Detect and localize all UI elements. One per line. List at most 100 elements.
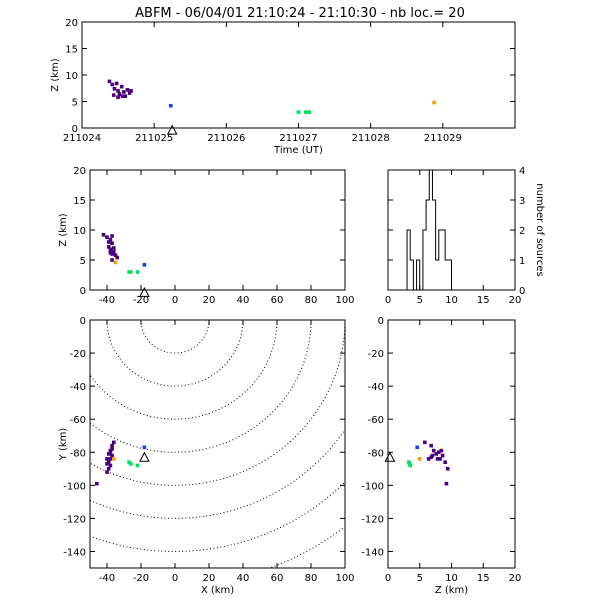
- station-marker: [139, 451, 150, 462]
- x-tick-label: 0: [385, 295, 391, 306]
- x-tick-label: 211028: [352, 133, 390, 144]
- y-tick-label: 4: [519, 166, 525, 177]
- source-point-purple: [108, 463, 113, 468]
- source-point-green: [135, 270, 140, 274]
- x-tick-label: 10: [445, 573, 458, 584]
- y-tick-label: -140: [63, 547, 86, 558]
- axes-frame: [89, 319, 346, 569]
- source-point-orange: [417, 457, 422, 461]
- x-tick-label: 15: [477, 573, 490, 584]
- y-tick-label: -120: [361, 514, 384, 525]
- y-axis-label: number of sources: [534, 183, 545, 276]
- y-tick-label: -80: [70, 448, 86, 459]
- station-marker: [384, 451, 396, 462]
- x-axis-label: Time (UT): [273, 145, 323, 156]
- x-tick-label: 60: [271, 295, 284, 306]
- source-point-purple: [112, 440, 116, 445]
- y-tick-label: 15: [73, 196, 86, 207]
- x-tick-label: 211029: [424, 133, 462, 144]
- x-tick-label: 211025: [135, 133, 173, 144]
- axes-frame: [387, 319, 516, 569]
- source-point-blue: [415, 445, 420, 450]
- x-tick-label: 20: [509, 573, 522, 584]
- x-axis-label: X (km): [201, 585, 234, 596]
- source-point-purple: [434, 452, 439, 456]
- source-point-green: [135, 463, 140, 468]
- y-tick-label: 3: [519, 196, 525, 207]
- y-tick-label: -20: [70, 349, 86, 360]
- y-tick-label: 0: [80, 286, 86, 297]
- x-tick-label: 20: [203, 573, 216, 584]
- y-tick-label: -80: [368, 448, 384, 459]
- source-point-green: [129, 462, 133, 466]
- plan-view-panel: -40 -20 0 20 40 60 80 100 0 -20 -40 -60 -80 -100 -120 -…: [58, 316, 355, 596]
- y-tick-label: -20: [368, 349, 384, 360]
- source-point-purple: [110, 453, 114, 458]
- y-axis-label: Z (km): [58, 213, 69, 246]
- source-points: [407, 440, 450, 486]
- source-point-purple: [115, 255, 119, 260]
- source-point-purple: [129, 89, 133, 93]
- source-point-purple: [114, 81, 119, 86]
- source-point-purple: [105, 235, 109, 239]
- source-point-purple: [439, 448, 444, 453]
- y-tick-label: -100: [361, 481, 384, 492]
- source-point-orange: [113, 260, 118, 265]
- source-point-purple: [444, 481, 449, 486]
- source-point-purple: [105, 470, 109, 474]
- range-ring: [90, 320, 312, 453]
- source-point-purple: [106, 245, 111, 249]
- source-point-purple: [426, 457, 431, 461]
- x-tick-label: 5: [417, 573, 423, 584]
- source-point-purple: [438, 457, 442, 461]
- source-point-purple: [440, 453, 445, 458]
- y-axis-label: Z (km): [50, 58, 61, 91]
- x-tick-label: 211026: [207, 133, 245, 144]
- range-ring: [90, 320, 345, 486]
- source-points: [95, 440, 147, 486]
- source-point-purple: [437, 450, 441, 455]
- source-points: [101, 233, 147, 274]
- y-tick-label: 10: [73, 226, 86, 237]
- source-point-purple: [108, 237, 113, 242]
- x-tick-label: 80: [305, 573, 318, 584]
- source-point-purple: [122, 90, 126, 94]
- y-tick-label: 1: [519, 256, 525, 267]
- source-point-green: [303, 110, 308, 114]
- y-tick-label: 2: [519, 226, 525, 237]
- source-point-purple: [112, 86, 117, 91]
- y-tick-label: 10: [65, 71, 78, 82]
- source-point-green: [307, 110, 312, 114]
- x-tick-label: 40: [237, 295, 250, 306]
- x-tick-label: 15: [477, 295, 490, 306]
- source-point-purple: [431, 448, 436, 453]
- y-tick-label: 0: [72, 124, 78, 135]
- x-tick-label: 0: [172, 573, 178, 584]
- source-point-purple: [443, 460, 447, 464]
- y-tick-label: 20: [73, 166, 86, 177]
- source-point-purple: [117, 92, 122, 96]
- y-axis-label: Y (km): [58, 428, 69, 462]
- source-point-purple: [123, 94, 128, 98]
- x-tick-label: 5: [417, 295, 423, 306]
- x-tick-label: 20: [509, 295, 522, 306]
- source-point-purple: [106, 240, 111, 244]
- source-point-purple: [111, 93, 116, 97]
- source-point-purple: [110, 447, 114, 451]
- y-tick-label: 5: [72, 98, 78, 109]
- source-point-purple: [116, 89, 120, 93]
- source-point-orange: [112, 457, 116, 461]
- source-point-orange: [432, 100, 436, 105]
- y-tick-label: 5: [80, 256, 86, 267]
- source-point-blue: [142, 263, 147, 267]
- source-point-purple: [112, 249, 116, 254]
- source-point-purple: [108, 450, 113, 455]
- source-point-purple: [435, 457, 440, 461]
- x-tick-label: 0: [385, 573, 391, 584]
- source-point-purple: [110, 241, 114, 245]
- x-tick-label: 10: [445, 295, 458, 306]
- x-tick-label: -20: [133, 295, 149, 306]
- x-tick-label: 100: [335, 295, 354, 306]
